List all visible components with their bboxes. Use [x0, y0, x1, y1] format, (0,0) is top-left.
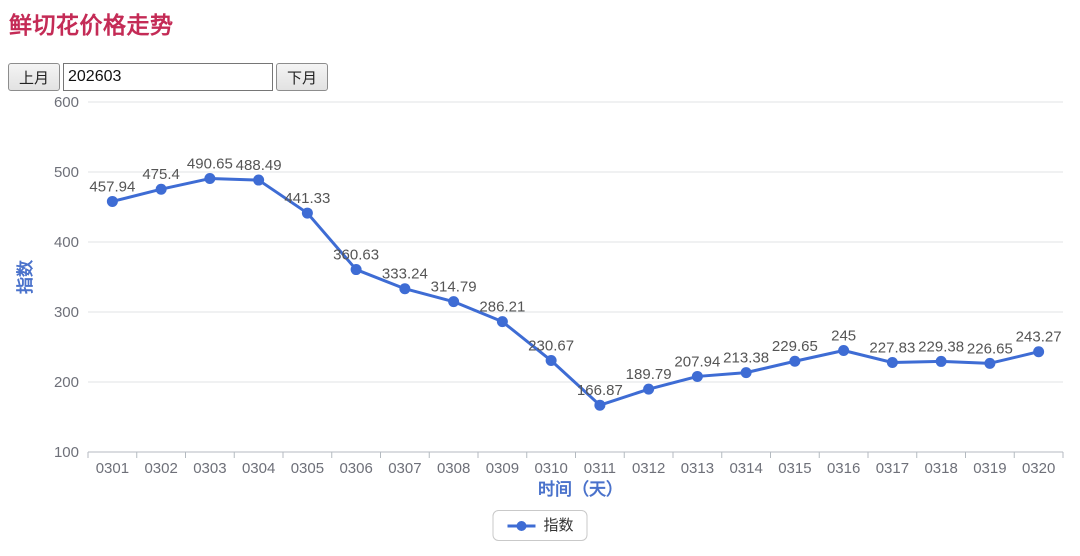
x-axis-tick-label: 0313 [681, 460, 714, 477]
page-title: 鲜切花价格走势 [9, 12, 174, 38]
data-point-label: 475.4 [142, 166, 180, 183]
data-point-label: 227.83 [869, 340, 915, 357]
month-controls: 上月 下月 [8, 63, 328, 91]
series-line [110, 177, 1041, 407]
x-axis-name: 时间（天） [538, 479, 623, 499]
y-axis-tick-label: 300 [54, 304, 79, 321]
legend-item-label: 指数 [543, 517, 574, 534]
data-point-label: 213.38 [723, 350, 769, 367]
x-axis-tick-label: 0319 [973, 460, 1006, 477]
data-point[interactable] [594, 399, 606, 411]
y-axis-tick-label: 100 [54, 444, 79, 461]
x-axis-tick-label: 0311 [584, 460, 616, 477]
data-point-label: 286.21 [479, 299, 525, 316]
data-point-label: 333.24 [382, 266, 428, 283]
data-point-label: 441.33 [284, 190, 330, 207]
month-input[interactable] [63, 63, 273, 91]
data-point[interactable] [886, 357, 898, 369]
data-point[interactable] [496, 316, 508, 328]
x-axis-tick-label: 0302 [144, 460, 177, 477]
data-point-label: 166.87 [577, 382, 623, 399]
y-axis-name: 指数 [15, 259, 35, 294]
line-dot-icon [507, 520, 536, 531]
x-axis-tick-label: 0303 [193, 460, 226, 477]
x-axis-tick-label: 0316 [827, 460, 860, 477]
data-point[interactable] [838, 345, 850, 356]
data-point[interactable] [984, 357, 996, 369]
data-point[interactable] [253, 174, 265, 186]
data-point-label: 245 [831, 328, 856, 345]
data-point-label: 189.79 [626, 366, 672, 383]
x-axis-tick-label: 0305 [291, 460, 324, 477]
data-point[interactable] [1033, 346, 1045, 358]
x-axis-tick-label: 0320 [1022, 460, 1055, 477]
data-point-label: 229.65 [772, 338, 818, 355]
x-axis-tick-label: 0310 [534, 460, 567, 477]
data-point[interactable] [106, 195, 118, 207]
data-point[interactable] [545, 355, 557, 367]
data-point-label: 457.94 [89, 178, 135, 195]
data-point[interactable] [740, 367, 752, 379]
y-axis-tick-label: 400 [54, 234, 79, 251]
data-point[interactable] [204, 173, 216, 185]
next-month-button[interactable]: 下月 [276, 63, 328, 91]
x-axis-tick-label: 0318 [924, 460, 957, 477]
x-axis-tick-label: 0304 [242, 460, 275, 477]
y-axis-tick-label: 600 [54, 94, 79, 111]
x-axis-tick-label: 0312 [632, 460, 665, 477]
data-point[interactable] [448, 296, 460, 308]
legend-item-index[interactable]: 指数 [492, 510, 588, 541]
x-axis-tick-label: 0309 [486, 460, 519, 477]
data-point-label: 488.49 [236, 157, 282, 174]
x-axis-tick-label: 0301 [96, 460, 129, 477]
data-point-label: 360.63 [333, 247, 379, 264]
data-point[interactable] [399, 283, 411, 295]
data-point-label: 207.94 [674, 353, 720, 370]
data-point-label: 243.27 [1016, 329, 1062, 346]
data-point-label: 229.38 [918, 338, 964, 355]
data-point[interactable] [301, 207, 313, 219]
x-axis-tick-label: 0314 [729, 460, 762, 477]
y-axis-tick-label: 200 [54, 374, 79, 391]
x-axis-tick-label: 0307 [388, 460, 421, 477]
x-axis-tick-label: 0315 [778, 460, 811, 477]
data-point-label: 230.67 [528, 338, 574, 355]
data-point-label: 314.79 [431, 279, 477, 296]
y-axis-tick-label: 500 [54, 164, 79, 181]
data-point[interactable] [155, 183, 167, 195]
data-point-label: 490.65 [187, 156, 233, 173]
x-axis-tick-label: 0308 [437, 460, 470, 477]
data-point[interactable] [643, 383, 655, 395]
x-axis-tick-label: 0306 [339, 460, 372, 477]
data-point[interactable] [789, 355, 801, 367]
data-point-label: 226.65 [967, 340, 1013, 357]
x-axis-tick-label: 0317 [876, 460, 909, 477]
data-point[interactable] [350, 264, 362, 276]
data-point[interactable] [935, 355, 947, 367]
data-point[interactable] [691, 370, 703, 382]
prev-month-button[interactable]: 上月 [8, 63, 60, 91]
